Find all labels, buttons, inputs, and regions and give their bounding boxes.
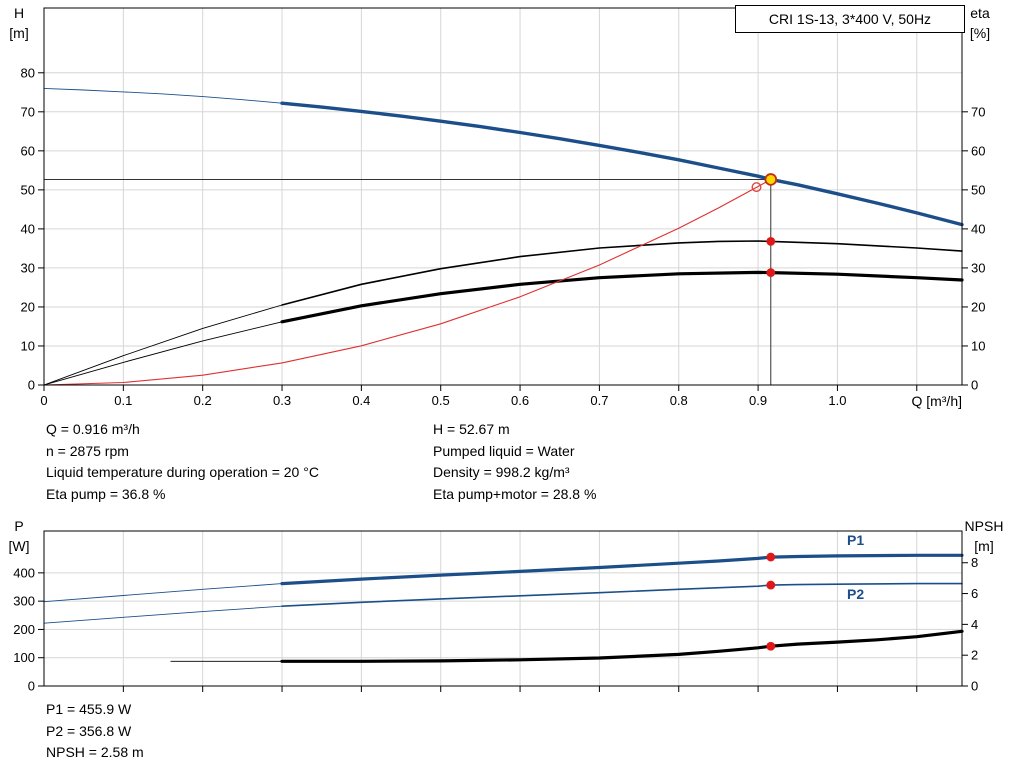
eta-axis-label-unit: [%] <box>969 25 991 41</box>
h-axis-label: H [m] <box>0 3 38 43</box>
tick-label: 0.6 <box>511 393 529 408</box>
tick-label: 40 <box>971 221 985 236</box>
info-pumped-liquid: Pumped liquid = Water <box>433 442 575 459</box>
info-eta-pump: Eta pump = 36.8 % <box>46 485 166 502</box>
tick-label: 0.7 <box>590 393 608 408</box>
tick-label: 0 <box>971 378 978 393</box>
npsh-axis-label-unit: [m] <box>974 538 994 554</box>
pump-title-box: CRI 1S-13, 3*400 V, 50Hz <box>735 5 965 33</box>
tick-label: 0 <box>28 679 35 694</box>
tick-label: 10 <box>21 338 35 353</box>
tick-label: 10 <box>971 338 985 353</box>
series-eta-pump-lead <box>43 304 283 386</box>
tick-label: 20 <box>21 299 35 314</box>
tick-label: 50 <box>971 182 985 197</box>
tick-label: 20 <box>971 299 985 314</box>
tick-label: 0 <box>971 679 978 694</box>
series-system-curve <box>43 178 772 386</box>
plot-frame <box>43 7 963 386</box>
series-head-curve-lead <box>43 87 283 104</box>
info-head: H = 52.67 m <box>433 421 510 437</box>
tick-label: 70 <box>21 104 35 119</box>
series-eta-pump-motor-curve <box>280 270 964 324</box>
npsh-axis-label-symbol: NPSH <box>964 518 1004 534</box>
tick-label: 0.8 <box>670 393 688 408</box>
eta-axis-label: eta [%] <box>954 3 1006 43</box>
info-density: Density = 998.2 kg/m³ <box>433 464 570 481</box>
p-axis-label-symbol: P <box>14 518 24 534</box>
requested-duty-circle <box>751 182 762 193</box>
eta-axis-label-symbol: eta <box>970 5 990 21</box>
tick-label: 70 <box>971 104 985 119</box>
tick-label: 30 <box>971 260 985 275</box>
tick-label: 100 <box>13 650 35 665</box>
plot-frame <box>43 530 963 687</box>
tick-label: 0 <box>40 393 47 408</box>
eta-pump-motor-duty-dot <box>766 268 776 278</box>
npsh-duty-dot <box>766 641 776 651</box>
tick-label: 1.0 <box>828 393 846 408</box>
series-eta-pump-motor-lead <box>43 321 283 386</box>
series-eta-pump-curve <box>281 240 963 306</box>
tick-label: 4 <box>971 617 978 632</box>
eta-pump-duty-dot <box>766 236 776 246</box>
h-axis-label-symbol: H <box>13 5 25 21</box>
series-npsh-curve <box>280 629 964 663</box>
tick-label: 60 <box>21 143 35 158</box>
duty-point <box>764 173 778 186</box>
tick-label: 0.2 <box>194 393 212 408</box>
series-p1-curve-lead <box>43 583 283 603</box>
h-axis-label-unit: [m] <box>9 25 29 41</box>
series-head-curve <box>280 101 964 227</box>
p-axis-label-unit: [W] <box>8 538 30 554</box>
p2-duty-dot <box>766 580 776 590</box>
tick-label: 0.4 <box>352 393 370 408</box>
tick-label: 0.5 <box>432 393 450 408</box>
info-npsh: NPSH = 2.58 m <box>46 744 144 761</box>
tick-label: 6 <box>971 586 978 601</box>
tick-label: 50 <box>21 182 35 197</box>
info-speed: n = 2875 rpm <box>46 442 129 459</box>
info-p1: P1 = 455.9 W <box>46 701 132 717</box>
duty-info-right: H = 52.67 m Pumped liquid = Water Densit… <box>433 419 596 505</box>
tick-label: 0.3 <box>273 393 291 408</box>
tick-label: 30 <box>21 260 35 275</box>
series-p2-curve-lead <box>43 605 283 624</box>
tick-label: 400 <box>13 565 35 580</box>
duty-info-left: Q = 0.916 m³/h n = 2875 rpm Liquid tempe… <box>46 419 319 505</box>
tick-label: 80 <box>21 65 35 80</box>
p-axis-label: P [W] <box>0 516 38 556</box>
tick-label: 40 <box>21 221 35 236</box>
tick-label: 60 <box>971 143 985 158</box>
p1-curve-label: P1 <box>847 532 865 548</box>
series-p2-curve <box>281 582 963 608</box>
info-liquid-temperature: Liquid temperature during operation = 20… <box>46 464 319 481</box>
tick-label: 0.1 <box>114 393 132 408</box>
power-info: P1 = 455.9 W P2 = 356.8 W NPSH = 2.58 m <box>46 699 144 764</box>
tick-label: 200 <box>13 622 35 637</box>
tick-label: 300 <box>13 594 35 609</box>
info-q: Q = 0.916 m³/h <box>46 421 140 437</box>
p1-duty-dot <box>766 552 776 562</box>
p2-curve-label: P2 <box>847 586 865 602</box>
info-p2: P2 = 356.8 W <box>46 722 132 739</box>
tick-label: 2 <box>971 648 978 663</box>
info-eta-pump-motor: Eta pump+motor = 28.8 % <box>433 485 597 502</box>
series-p1-curve <box>280 553 964 586</box>
q-axis-label: Q [m³/h] <box>911 393 962 409</box>
npsh-axis-label: NPSH [m] <box>952 516 1016 556</box>
tick-label: 8 <box>971 555 978 570</box>
tick-label: 0 <box>28 378 35 393</box>
tick-label: 0.9 <box>749 393 767 408</box>
